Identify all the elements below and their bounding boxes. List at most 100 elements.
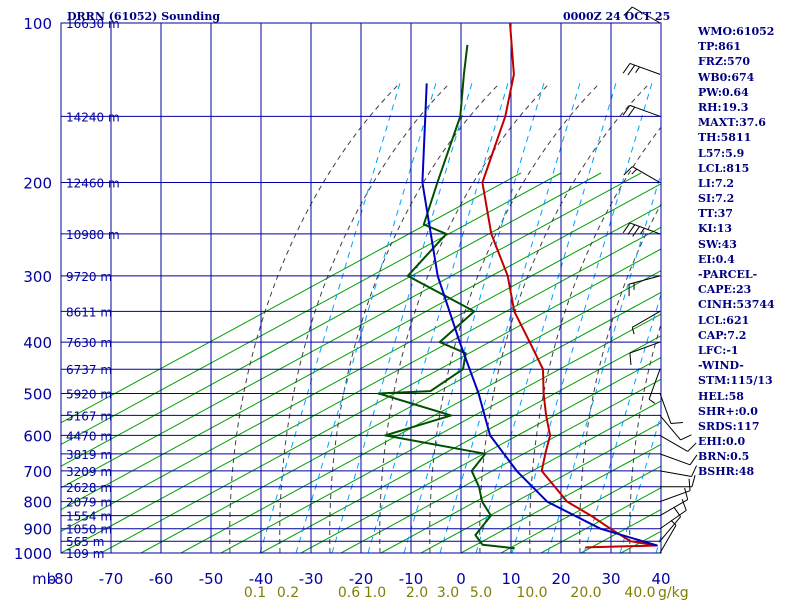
barb-flag (681, 498, 687, 511)
temperature-tick-label: -50 (199, 570, 224, 588)
barb-staff (659, 525, 677, 554)
mixing-ratio-line (259, 82, 401, 553)
index-item: EI:0.4 (698, 252, 735, 266)
barb-flag (670, 421, 683, 425)
index-item: SW:43 (698, 237, 737, 251)
pressure-tick-label: 700 (23, 463, 52, 481)
moist-adiabat (529, 126, 661, 553)
temperature-tick-label: -80 (49, 570, 74, 588)
index-item: TT:37 (698, 207, 733, 221)
barb-flag (648, 398, 656, 404)
dry-adiabat (100, 248, 661, 553)
index-item: SRDS:117 (698, 419, 760, 433)
barb-flag (688, 478, 691, 491)
dry-adiabat (61, 205, 661, 532)
height-label: 6737 m (66, 363, 112, 377)
dry-adiabat (61, 183, 661, 511)
pressure-tick-label: 100 (23, 15, 52, 33)
wind-barb (659, 498, 687, 530)
index-item: CAPE:23 (698, 283, 752, 297)
pressure-tick-label: 500 (23, 385, 52, 403)
wind-barb (623, 166, 661, 183)
pressure-tick-label: 200 (23, 175, 52, 193)
height-label: 2628 m (66, 481, 112, 495)
temperature-tick-label: 10 (501, 570, 520, 588)
height-label: 4470 m (66, 429, 112, 443)
profiles (377, 22, 658, 550)
chart-title: DRRN (61052) Sounding (67, 10, 220, 23)
mixing-ratio-label: 2.0 (406, 585, 428, 600)
barb-staff (629, 104, 661, 117)
stability-indices: WMO:61052 TP:861 FRZ:570 WB0:674 PW:0.64 RH:1… (698, 24, 800, 480)
pressure-tick-label: 1000 (14, 545, 52, 563)
moist-adiabat (579, 203, 661, 553)
index-item: STM:115/13 (698, 374, 773, 388)
mixing-ratio-line (295, 82, 437, 553)
grid-lines (60, 22, 662, 554)
barb-flag (623, 6, 633, 16)
wind-barb (659, 465, 698, 477)
wind-barb (622, 62, 661, 76)
height-label: 12460 m (66, 177, 120, 191)
height-label: 565 m (66, 535, 104, 549)
barb-staff (629, 222, 661, 235)
barb-staff (659, 415, 681, 441)
wind-barb (659, 519, 677, 554)
temperature-tick-label: 0 (456, 570, 466, 588)
dry-adiabat (61, 172, 522, 424)
dry-adiabat (500, 465, 661, 553)
wind-barbs (622, 6, 698, 554)
index-item: LFC:-1 (698, 343, 739, 357)
temperature-tick-label: 30 (601, 570, 620, 588)
index-item: RH:19.3 (698, 100, 749, 114)
barb-flag (673, 506, 681, 517)
plot-frame (60, 22, 662, 554)
mixing-ratio-line (367, 82, 509, 553)
barb-staff (659, 490, 691, 503)
moist-adiabat (229, 82, 401, 553)
temperature-line (481, 22, 658, 549)
mixing-ratio-label: 5.0 (470, 585, 492, 600)
index-item: CAP:7.2 (698, 328, 747, 342)
moist-adiabat (629, 322, 661, 553)
barb-flag (622, 63, 631, 74)
barb-flag (635, 66, 640, 73)
mixing-ratio-label: 20.0 (570, 585, 601, 600)
wind-barb (659, 393, 683, 425)
pressure-tick-label: 300 (23, 268, 52, 286)
barb-staff (629, 62, 661, 75)
moist-adiabat (429, 82, 601, 553)
temperature-tick-label: 40 (651, 570, 670, 588)
height-label: 3209 m (66, 465, 112, 479)
mixing-ratio-label: 0.6 (338, 585, 360, 600)
temperature-tick-label: -40 (249, 570, 274, 588)
index-item: TH:5811 (698, 131, 752, 145)
barb-staff (659, 453, 691, 466)
dry-adiabat (340, 378, 661, 553)
dry-adiabat (61, 172, 642, 489)
index-item: TP:861 (698, 40, 742, 54)
index-item: KI:13 (698, 222, 733, 236)
pressure-tick-label: 400 (23, 334, 52, 352)
barb-staff (659, 509, 687, 530)
mixing-ratio-line (619, 413, 661, 553)
index-item: -WIND- (698, 359, 744, 373)
barb-staff (659, 393, 672, 424)
index-item: WMO:61052 (698, 25, 775, 38)
mixing-ratio-label: 0.1 (244, 585, 266, 600)
height-label: 5167 m (66, 409, 112, 423)
index-item: -PARCEL- (698, 268, 758, 281)
pressure-tick-label: 900 (23, 521, 52, 539)
index-item: CINH:53744 (698, 298, 775, 312)
temperature-tick-label: 20 (551, 570, 570, 588)
wind-barb (622, 222, 661, 237)
dry-adiabat (220, 313, 661, 553)
barb-staff (632, 6, 661, 24)
height-label: 2079 m (66, 496, 112, 510)
dry-adiabat (61, 172, 602, 467)
barb-flag (627, 64, 636, 76)
mixing-ratio-line (439, 82, 581, 553)
barb-flag (627, 224, 636, 235)
dewpoint-line (377, 44, 515, 550)
